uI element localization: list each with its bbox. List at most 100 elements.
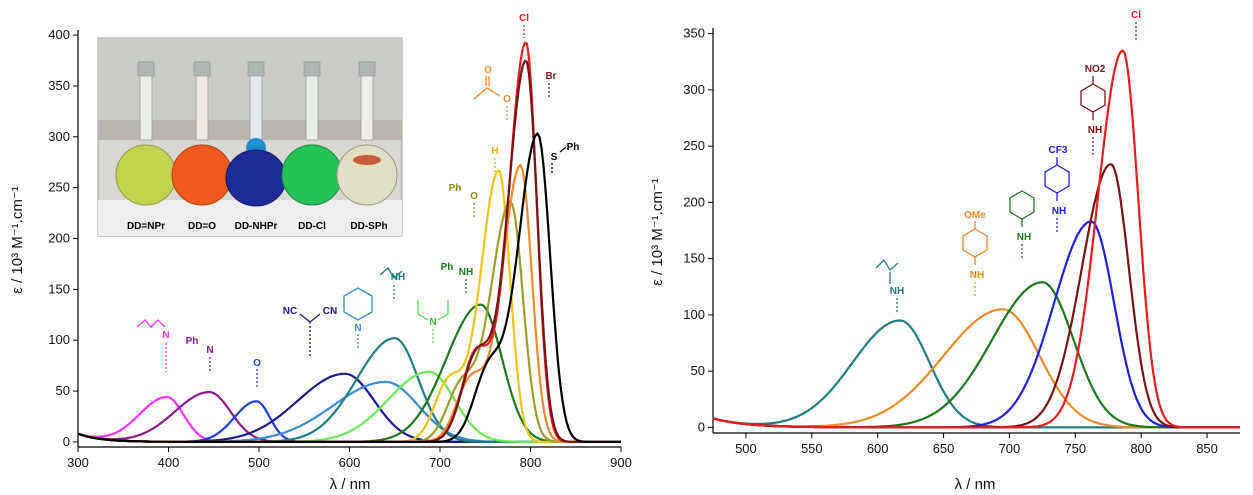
annotation-label: NH bbox=[391, 272, 405, 283]
structure-diethylamine: N bbox=[417, 300, 449, 343]
y-tick-label: 0 bbox=[698, 419, 705, 434]
x-ticks-left: 300 400 500 600 700 800 900 bbox=[67, 447, 632, 470]
annotation-label: NH bbox=[970, 270, 984, 281]
y-tick-label: 250 bbox=[48, 180, 70, 195]
inset-photo: DD=NPr DD=O DD-NHPr DD-Cl DD-SPh bbox=[97, 37, 403, 237]
structure-phenoxy: Ph O bbox=[449, 183, 478, 217]
x-tick-label: 800 bbox=[520, 455, 542, 470]
annotation-label: Ph bbox=[449, 183, 462, 194]
annotation-label: N bbox=[162, 330, 169, 341]
x-tick-label: 650 bbox=[933, 441, 955, 456]
flask-dd-nhpr bbox=[225, 61, 287, 207]
structure-propylamine-right: NH bbox=[875, 258, 904, 313]
y-tick-label: 350 bbox=[683, 26, 705, 41]
y-tick-label: 200 bbox=[683, 194, 705, 209]
annotation-label: OMe bbox=[964, 210, 986, 221]
x-tick-label: 500 bbox=[248, 455, 270, 470]
inset-label-dd-sph: DD-SPh bbox=[350, 221, 387, 232]
annotation-label: O bbox=[470, 191, 478, 202]
structure-chloro-right: Cl bbox=[1131, 10, 1141, 40]
y-ticks-right: 0 50 100 150 200 250 300 350 bbox=[683, 26, 713, 434]
flask-dd-cl bbox=[281, 61, 343, 206]
structure-dicyano: NC CN bbox=[283, 306, 337, 358]
structure-npr-imine: N bbox=[136, 319, 170, 372]
x-tick-label: 600 bbox=[339, 455, 361, 470]
structure-propylamine: NH bbox=[379, 266, 405, 300]
y-axis-label-left: ε / 10³ M⁻¹.cm⁻¹ bbox=[9, 186, 26, 294]
y-tick-label: 300 bbox=[48, 129, 70, 144]
structure-bromo: Br bbox=[545, 71, 557, 97]
y-tick-label: 300 bbox=[683, 82, 705, 97]
structure-trifluoromethylaniline: CF3 NH bbox=[1044, 145, 1070, 234]
x-tick-label: 300 bbox=[67, 455, 89, 470]
structure-acetate: O O bbox=[473, 65, 511, 120]
annotation-label: NH bbox=[1052, 206, 1066, 217]
x-tick-label: 850 bbox=[1196, 441, 1218, 456]
annotation-label: NO2 bbox=[1085, 64, 1106, 75]
flask-dd-npr bbox=[115, 61, 177, 206]
structure-hydrogen: H bbox=[491, 146, 499, 172]
series-right bbox=[712, 49, 1240, 429]
structure-piperidine: N bbox=[343, 287, 373, 348]
series-line bbox=[712, 49, 1240, 429]
annotation-label: NH bbox=[890, 286, 904, 297]
annotation-label: N bbox=[429, 317, 436, 328]
annotation-label: CF3 bbox=[1049, 145, 1068, 156]
annotation-label: O bbox=[484, 65, 492, 76]
series-line bbox=[77, 132, 621, 443]
series-line bbox=[712, 220, 1240, 429]
annotation-label: Ph bbox=[186, 336, 199, 347]
x-axis-label-right: λ / nm bbox=[955, 476, 996, 493]
x-tick-label: 600 bbox=[867, 441, 889, 456]
annotation-label: O bbox=[253, 358, 261, 369]
y-tick-label: 100 bbox=[683, 307, 705, 322]
y-tick-label: 350 bbox=[48, 78, 70, 93]
y-ticks-left: 0 50 100 150 200 250 300 350 400 bbox=[48, 27, 78, 449]
annotation-label: NC bbox=[283, 306, 297, 317]
structure-thiophenyl: S Ph bbox=[551, 142, 580, 175]
structure-chloro: Cl bbox=[519, 13, 529, 38]
flask-dd-sph bbox=[336, 61, 398, 206]
chart-right: 500 550 600 650 700 750 800 850 0 50 100 150 200 250… bbox=[649, 10, 1240, 493]
inset-label-dd-nhpr: DD-NHPr bbox=[235, 221, 278, 232]
y-tick-label: 150 bbox=[48, 281, 70, 296]
y-tick-label: 150 bbox=[683, 251, 705, 266]
annotation-label: S bbox=[551, 152, 558, 163]
inset-label-dd-o: DD=O bbox=[188, 221, 216, 232]
x-tick-label: 700 bbox=[999, 441, 1021, 456]
structure-nitroaniline: NO2 NH bbox=[1080, 64, 1106, 155]
y-tick-label: 400 bbox=[48, 27, 70, 42]
annotation-label: H bbox=[491, 146, 498, 157]
annotation-label: Br bbox=[545, 71, 556, 82]
flask-dd-o bbox=[171, 61, 233, 206]
annotation-label: NH bbox=[1017, 232, 1031, 243]
x-tick-label: 550 bbox=[801, 441, 823, 456]
annotation-label: Cl bbox=[1131, 10, 1141, 21]
y-tick-label: 100 bbox=[48, 332, 70, 347]
inset-label-dd-cl: DD-Cl bbox=[298, 221, 326, 232]
structure-annotations-right: NH OMe NH NH CF3 bbox=[875, 10, 1141, 313]
chart-left: 300 400 500 600 700 800 900 0 50 100 150 200 250 300… bbox=[9, 13, 632, 493]
x-tick-label: 700 bbox=[429, 455, 451, 470]
x-axis-label-left: λ / nm bbox=[330, 476, 371, 493]
x-tick-label: 900 bbox=[610, 455, 632, 470]
inset-label-dd-npr: DD=NPr bbox=[127, 221, 165, 232]
structure-ketone: O bbox=[253, 358, 261, 387]
series-line bbox=[77, 395, 621, 443]
annotation-label: O bbox=[503, 94, 511, 105]
y-tick-label: 50 bbox=[56, 383, 70, 398]
series-line bbox=[77, 400, 621, 443]
series-line bbox=[712, 163, 1240, 429]
annotation-label: N bbox=[206, 345, 213, 356]
y-tick-label: 200 bbox=[48, 231, 70, 246]
y-tick-label: 250 bbox=[683, 138, 705, 153]
structure-methoxyaniline: OMe NH bbox=[962, 210, 988, 296]
annotation-label: NH bbox=[459, 267, 473, 278]
annotation-label: Ph bbox=[567, 142, 580, 153]
x-tick-label: 400 bbox=[158, 455, 180, 470]
annotation-label: N bbox=[354, 323, 361, 334]
annotation-label: NH bbox=[1088, 125, 1102, 136]
series-left bbox=[77, 41, 621, 443]
structure-phenyl-imine: Ph N bbox=[186, 336, 214, 372]
